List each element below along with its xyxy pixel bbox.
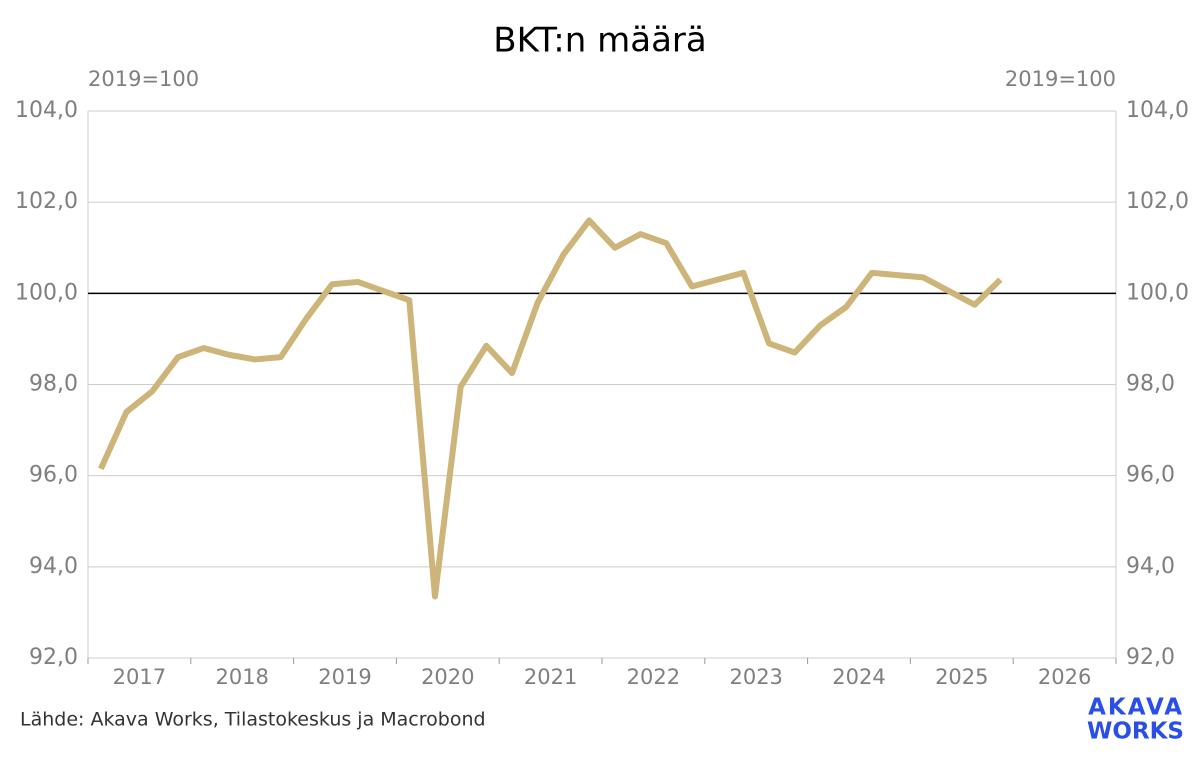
- y-tick-label: 102,0: [15, 189, 78, 214]
- logo: AKAVA: [1088, 695, 1184, 721]
- y-tick-label: 92,0: [29, 645, 78, 670]
- x-tick-label: 2026: [1038, 665, 1091, 689]
- y2-tick-label: 102,0: [1126, 189, 1189, 214]
- x-tick-label: 2019: [318, 665, 371, 689]
- y2-tick-label: 92,0: [1126, 645, 1175, 670]
- x-tick-label: 2017: [113, 665, 166, 689]
- source: Lähde: Akava Works, Tilastokeskus ja Mac…: [20, 709, 486, 731]
- x-tick-label: 2023: [729, 665, 782, 689]
- x-tick-label: 2025: [935, 665, 988, 689]
- x-tick-label: 2018: [215, 665, 268, 689]
- x-tick-label: 2021: [524, 665, 577, 689]
- y-axis-label: 2019=100: [88, 67, 199, 91]
- y-tick-label: 94,0: [29, 554, 78, 579]
- x-tick-label: 2024: [832, 665, 885, 689]
- x-tick-label: 2022: [627, 665, 680, 689]
- logo: WORKS: [1087, 719, 1184, 745]
- y2-tick-label: 98,0: [1126, 372, 1175, 397]
- data-line: [98, 217, 1003, 600]
- y2-axis-label: 2019=100: [1005, 67, 1116, 91]
- x-tick-label: 2020: [421, 665, 474, 689]
- y-tick-label: 98,0: [29, 372, 78, 397]
- y-tick-label: 96,0: [29, 463, 78, 488]
- y2-tick-label: 100,0: [1126, 280, 1189, 305]
- y2-tick-label: 96,0: [1126, 463, 1175, 488]
- y2-tick-label: 94,0: [1126, 554, 1175, 579]
- y-tick-label: 104,0: [15, 98, 78, 123]
- y2-tick-label: 104,0: [1126, 98, 1189, 123]
- chart-title: BKT:n määrä: [493, 21, 706, 61]
- y-tick-label: 100,0: [15, 280, 78, 305]
